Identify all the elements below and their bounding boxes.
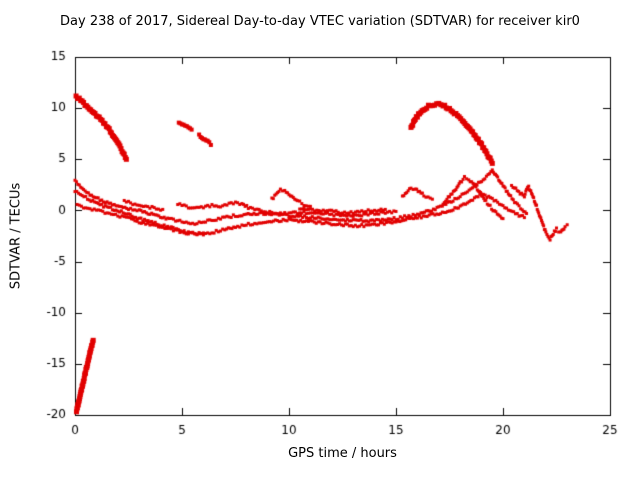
x-axis-label: GPS time / hours: [288, 446, 397, 461]
chart-title: Day 238 of 2017, Sidereal Day-to-day VTE…: [60, 14, 580, 29]
y-axis-label: SDTVAR / TECUs: [8, 182, 24, 290]
